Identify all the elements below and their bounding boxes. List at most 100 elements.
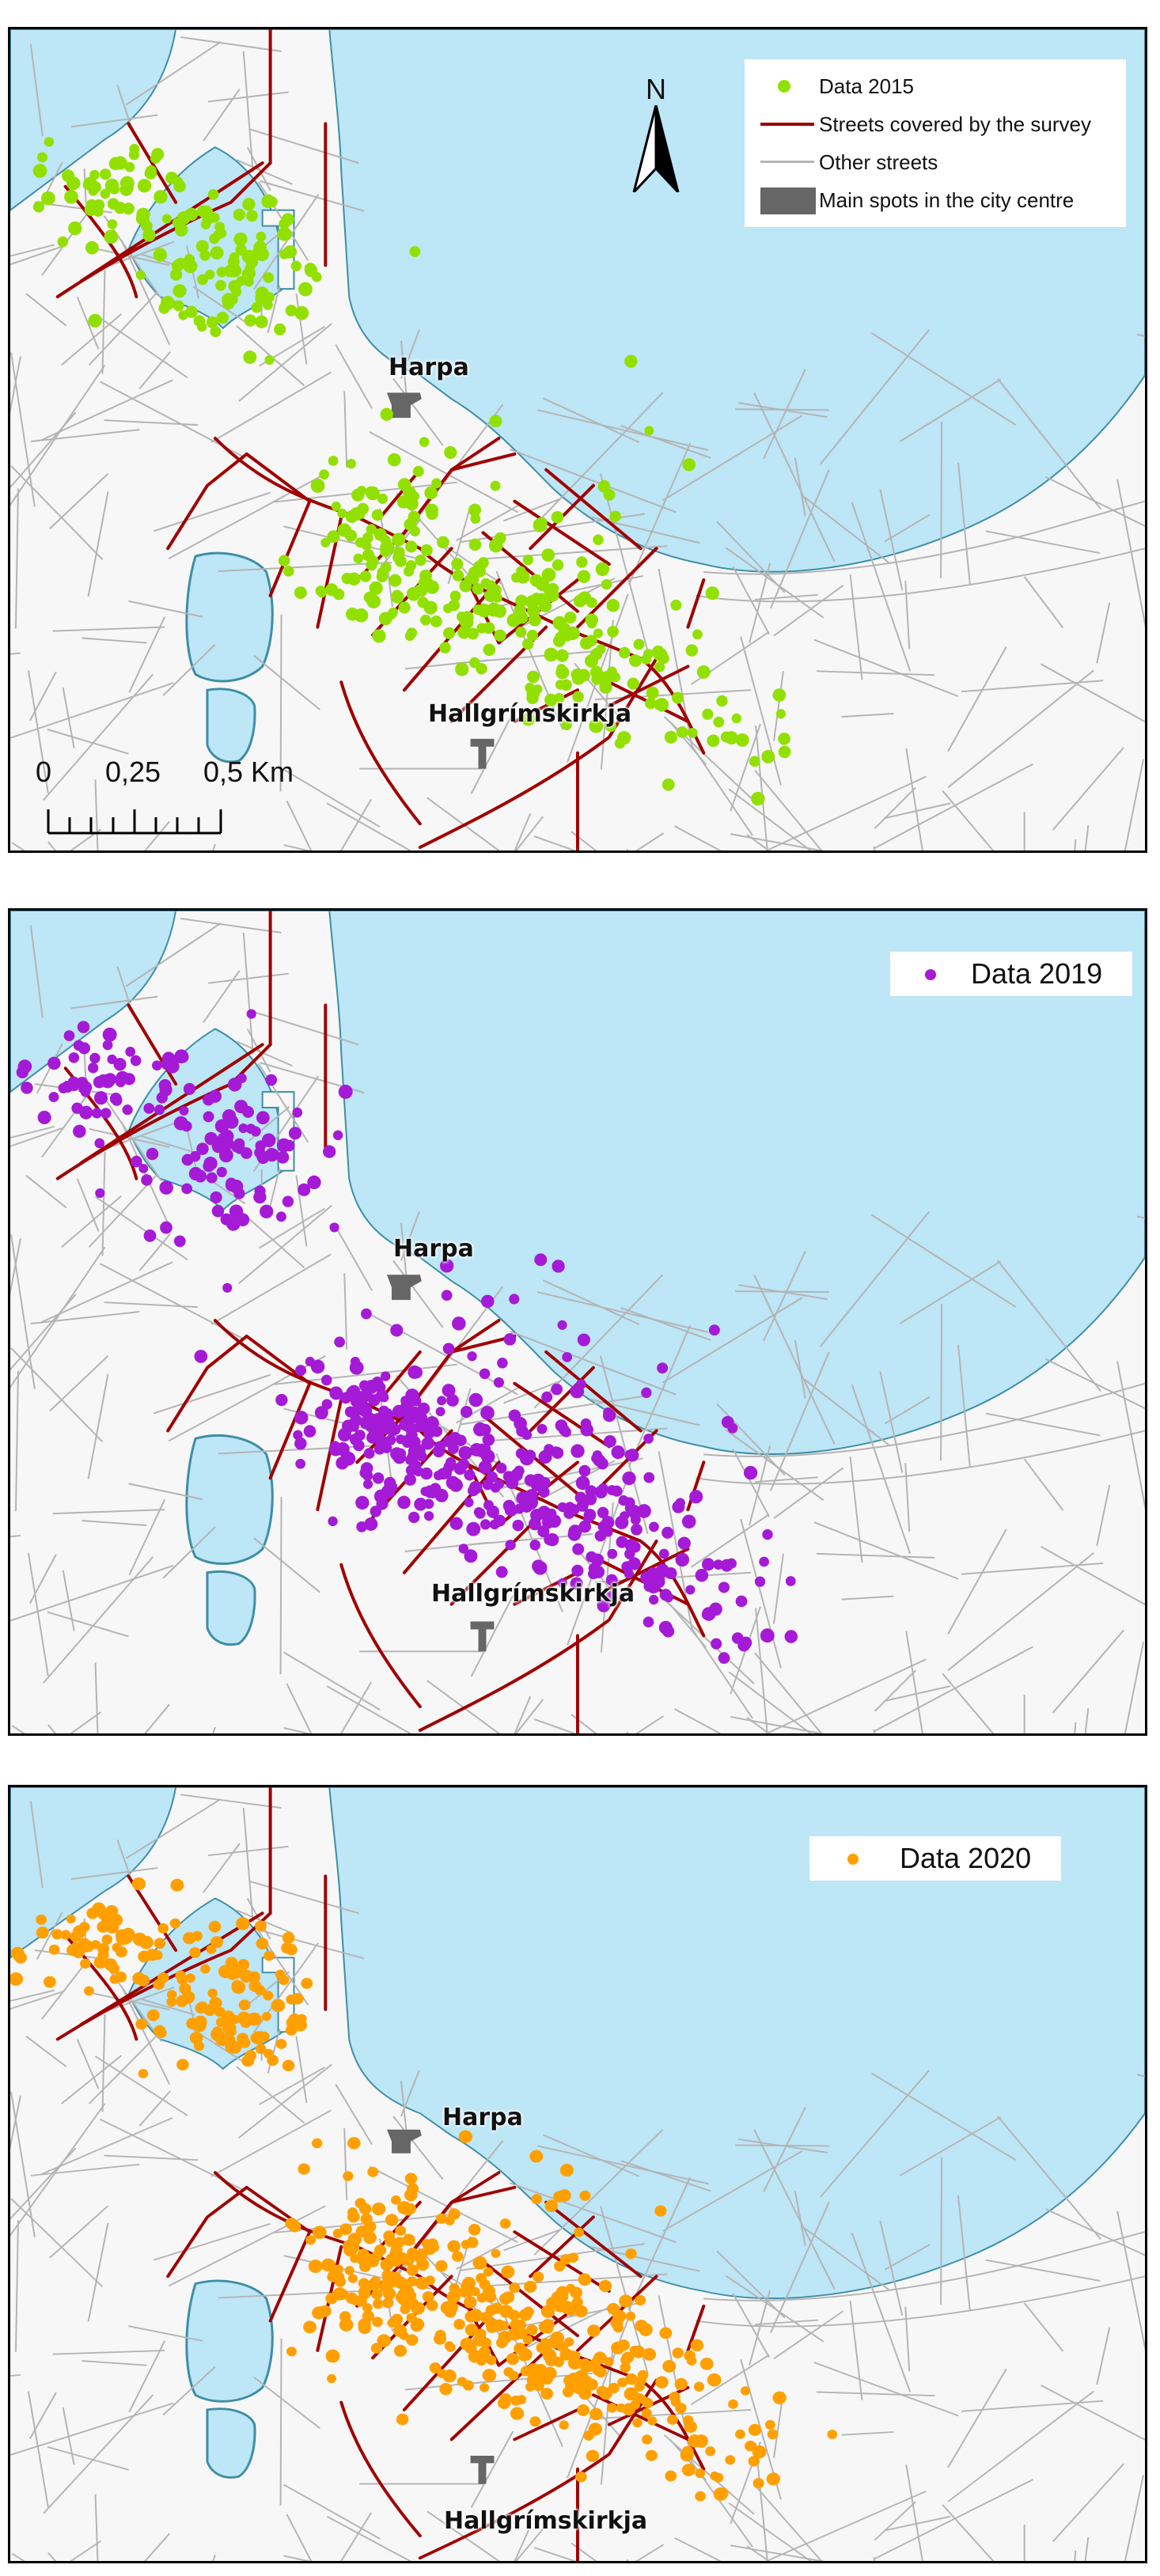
other-street bbox=[905, 1631, 923, 1733]
data-point bbox=[161, 214, 172, 224]
data-point bbox=[199, 249, 211, 261]
other-street bbox=[620, 1307, 711, 1341]
data-point bbox=[228, 279, 241, 293]
other-street bbox=[716, 521, 786, 593]
other-street bbox=[29, 2392, 57, 2439]
other-street bbox=[236, 2066, 305, 2124]
other-street bbox=[392, 377, 444, 446]
data-point bbox=[246, 2013, 260, 2025]
data-point bbox=[709, 1602, 722, 1616]
data-point bbox=[173, 1116, 188, 1131]
data-point bbox=[690, 2339, 704, 2352]
data-point bbox=[524, 1449, 536, 1461]
other-street bbox=[94, 2494, 99, 2561]
data-point bbox=[102, 1040, 113, 1051]
data-point bbox=[362, 2310, 374, 2322]
other-street bbox=[851, 502, 912, 672]
scale-label-end: 0,5 Km bbox=[203, 756, 294, 788]
other-street bbox=[730, 723, 761, 812]
other-street bbox=[326, 802, 412, 850]
data-point bbox=[695, 1568, 709, 1582]
data-point bbox=[489, 415, 502, 428]
other-street bbox=[128, 2340, 166, 2413]
other-street bbox=[238, 2063, 332, 2138]
data-points bbox=[32, 137, 791, 806]
data-point bbox=[466, 1521, 481, 1536]
data-point bbox=[609, 510, 621, 522]
other-street bbox=[116, 1839, 133, 1881]
data-point bbox=[406, 2334, 419, 2346]
data-point bbox=[676, 726, 688, 738]
data-point bbox=[510, 2407, 525, 2420]
scale-label-mid: 0,25 bbox=[105, 756, 161, 788]
data-point bbox=[229, 1965, 244, 1979]
data-point bbox=[210, 246, 224, 260]
data-point bbox=[444, 2301, 459, 2314]
data-point bbox=[288, 1127, 302, 1140]
data-point bbox=[555, 649, 569, 662]
other-street bbox=[70, 114, 158, 128]
data-point bbox=[303, 2320, 317, 2334]
data-point bbox=[439, 1467, 452, 1479]
data-point bbox=[408, 1511, 420, 1524]
data-point bbox=[220, 1213, 233, 1225]
other-street bbox=[904, 580, 911, 650]
data-point bbox=[363, 591, 377, 604]
other-street bbox=[144, 1703, 170, 1733]
data-point bbox=[410, 1366, 423, 1379]
data-point bbox=[102, 1027, 117, 1042]
data-point bbox=[415, 2276, 430, 2290]
data-point bbox=[353, 553, 364, 564]
other-street bbox=[125, 1798, 222, 1859]
survey-street bbox=[591, 2393, 690, 2442]
other-street bbox=[76, 296, 100, 350]
data-point bbox=[347, 2137, 361, 2150]
data-point bbox=[256, 1938, 269, 1949]
data-point bbox=[362, 549, 375, 562]
other-street bbox=[899, 378, 1002, 442]
data-point bbox=[710, 2471, 720, 2481]
data-point bbox=[264, 354, 275, 366]
data-point bbox=[256, 1111, 270, 1125]
other-street bbox=[879, 1371, 904, 1473]
data-point bbox=[395, 2226, 407, 2236]
other-street bbox=[874, 1669, 916, 1712]
other-street bbox=[279, 614, 282, 792]
data-point bbox=[58, 1082, 69, 1094]
other-street bbox=[819, 2070, 930, 2198]
other-street bbox=[238, 323, 332, 403]
data-point bbox=[334, 1336, 346, 1348]
data-point bbox=[397, 478, 411, 491]
data-point bbox=[214, 2006, 226, 2017]
other-street bbox=[746, 834, 771, 850]
data-point bbox=[716, 695, 728, 707]
data-point bbox=[169, 268, 183, 281]
data-point bbox=[564, 1502, 575, 1513]
survey-street bbox=[529, 2245, 564, 2279]
data-point bbox=[370, 1428, 384, 1443]
data-point bbox=[577, 570, 591, 583]
data-point bbox=[245, 256, 258, 268]
other-street bbox=[125, 922, 222, 987]
data-point bbox=[785, 1576, 796, 1586]
data-point bbox=[101, 1934, 112, 1945]
other-street bbox=[76, 1178, 100, 1232]
data-point bbox=[541, 2318, 555, 2332]
data-point bbox=[521, 711, 536, 726]
pond-south bbox=[206, 688, 256, 763]
data-point bbox=[354, 1430, 366, 1441]
data-point bbox=[725, 2455, 736, 2465]
data-point bbox=[339, 2223, 352, 2236]
data-point bbox=[754, 1576, 766, 1587]
data-point bbox=[312, 2138, 323, 2149]
data-point bbox=[442, 1384, 456, 1398]
data-point bbox=[540, 2388, 554, 2400]
data-point bbox=[367, 2166, 379, 2177]
data-points bbox=[10, 1877, 838, 2502]
other-street bbox=[295, 293, 308, 365]
data-point bbox=[400, 1398, 414, 1411]
data-point bbox=[327, 530, 340, 544]
data-point bbox=[275, 1393, 288, 1407]
data-point bbox=[696, 665, 711, 679]
data-point bbox=[778, 745, 791, 759]
